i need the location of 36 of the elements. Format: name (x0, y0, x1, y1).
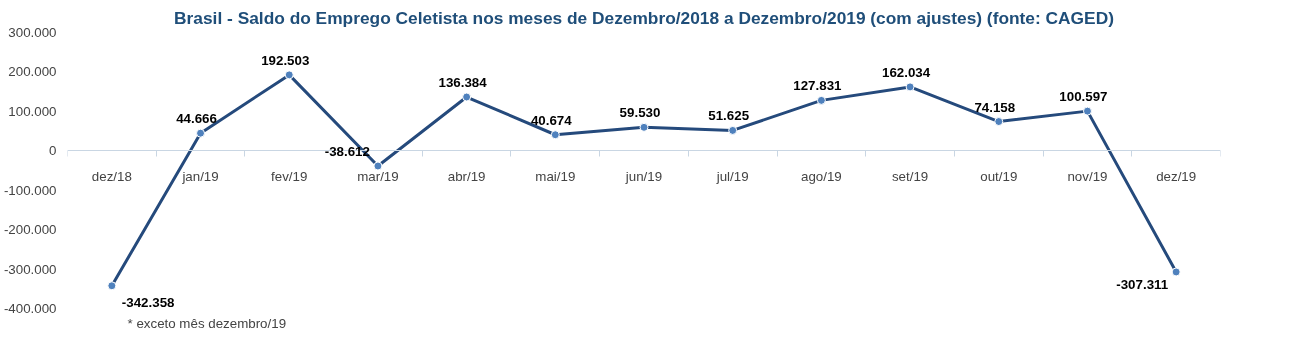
x-tick-label: jul/19 (715, 168, 749, 184)
y-tick-label: 0 (49, 143, 57, 159)
text: * exceto mês dezembro/19 (127, 315, 287, 331)
data-label: 127.831 (793, 78, 843, 94)
y-tick-label: -400.000 (3, 301, 57, 316)
data-label: -342.358 (121, 294, 175, 310)
x-tick-label: ago/19 (801, 168, 842, 184)
data-label: -38.612 (324, 144, 370, 160)
x-tick-label: out/19 (980, 168, 1018, 184)
data-label: 40.674 (530, 112, 573, 128)
data-label: 74.158 (974, 99, 1016, 115)
y-tick-label: -100.000 (3, 182, 57, 198)
y-tick-label: 200.000 (8, 64, 57, 80)
x-tick-label: set/19 (891, 168, 929, 184)
x-tick-label: fev/19 (271, 168, 308, 184)
y-tick-label: 100.000 (8, 103, 57, 119)
chart-title: Brasil - Saldo do Emprego Celetista nos meses de Dezembro/2018 a Dezembro/2019 (com ajustes) (fonte: CAGED) (174, 7, 1114, 28)
data-label: 162.034 (881, 64, 931, 80)
x-tick-label: dez/18 (91, 168, 132, 184)
data-label: 51.625 (708, 108, 750, 124)
data-label: 100.597 (1059, 89, 1108, 105)
data-label: -307.311 (1116, 276, 1169, 292)
data-label: 44.666 (176, 111, 217, 127)
x-tick-label: dez/19 (1156, 168, 1197, 184)
y-tick-label: -200.000 (3, 222, 57, 238)
data-label: 59.530 (619, 105, 661, 121)
y-tick-label: 300.000 (8, 25, 57, 40)
data-label: 192.503 (261, 52, 310, 68)
x-tick-label: mai/19 (535, 168, 576, 184)
x-tick-label: mar/19 (357, 168, 399, 184)
x-tick-label: abr/19 (447, 168, 486, 184)
y-tick-label: -300.000 (3, 261, 57, 277)
x-tick-label: jun/19 (624, 168, 663, 184)
x-tick-label: nov/19 (1067, 168, 1108, 184)
data-label: 136.384 (438, 75, 488, 91)
x-tick-label: jan/19 (181, 168, 219, 184)
